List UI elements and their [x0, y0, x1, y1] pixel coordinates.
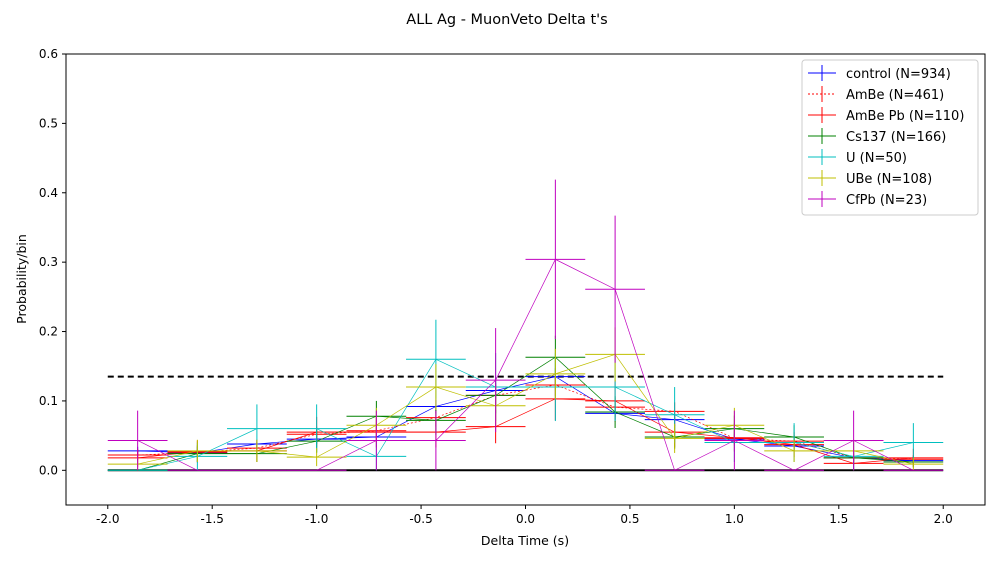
- legend-entry: AmBe Pb (N=110): [808, 107, 964, 124]
- legend-label: AmBe (N=461): [846, 88, 944, 103]
- y-axis-label: Probability/bin: [14, 234, 29, 324]
- y-tick-label: 0.1: [39, 394, 58, 408]
- x-axis-label: Delta Time (s): [481, 533, 569, 548]
- y-tick-label: 0.6: [39, 47, 58, 61]
- legend-entry: U (N=50): [808, 149, 907, 166]
- x-tick-label: 2.0: [934, 512, 953, 526]
- legend-entry: UBe (N=108): [808, 170, 932, 187]
- legend-label: UBe (N=108): [846, 172, 932, 187]
- x-axis-ticks: -2.0 -1.5 -1.0 -0.5 0.0 0.5 1.0 1.5 2.0: [96, 505, 953, 526]
- legend-label: CfPb (N=23): [846, 193, 927, 208]
- legend-label: AmBe Pb (N=110): [846, 109, 964, 124]
- series-3: [107, 335, 944, 471]
- series-line: [137, 398, 914, 464]
- series-layer: [107, 179, 944, 471]
- x-tick-label: 1.0: [725, 512, 744, 526]
- x-tick-label: 0.5: [620, 512, 639, 526]
- series-0: [107, 368, 944, 464]
- y-tick-label: 0.2: [39, 325, 58, 339]
- x-tick-label: -2.0: [96, 512, 119, 526]
- y-tick-label: 0.5: [39, 116, 58, 130]
- legend-box: [801, 59, 979, 216]
- series-line: [137, 354, 914, 465]
- chart-title: ALL Ag - MuonVeto Delta t's: [406, 12, 607, 28]
- legend: control (N=934) AmBe (N=461) AmBe Pb (N=11…: [801, 59, 979, 216]
- y-tick-label: 0.4: [39, 186, 58, 200]
- x-tick-label: -0.5: [409, 512, 432, 526]
- series-line: [137, 258, 914, 471]
- legend-entry: CfPb (N=23): [808, 191, 927, 208]
- x-tick-label: -1.5: [200, 512, 223, 526]
- series-6: [107, 179, 944, 471]
- legend-label: U (N=50): [846, 151, 907, 166]
- legend-entry: Cs137 (N=166): [808, 128, 946, 145]
- legend-entry: control (N=934): [808, 65, 951, 82]
- x-tick-label: -1.0: [305, 512, 328, 526]
- y-axis-ticks: 0.0 0.1 0.2 0.3 0.4 0.5 0.6: [39, 47, 66, 477]
- x-tick-label: 0.0: [516, 512, 535, 526]
- legend-entry: AmBe (N=461): [808, 86, 944, 103]
- y-tick-label: 0.3: [39, 255, 58, 269]
- series-2: [107, 377, 944, 471]
- y-tick-label: 0.0: [39, 463, 58, 477]
- legend-label: Cs137 (N=166): [846, 130, 946, 145]
- x-tick-label: 1.5: [829, 512, 848, 526]
- legend-label: control (N=934): [846, 67, 951, 82]
